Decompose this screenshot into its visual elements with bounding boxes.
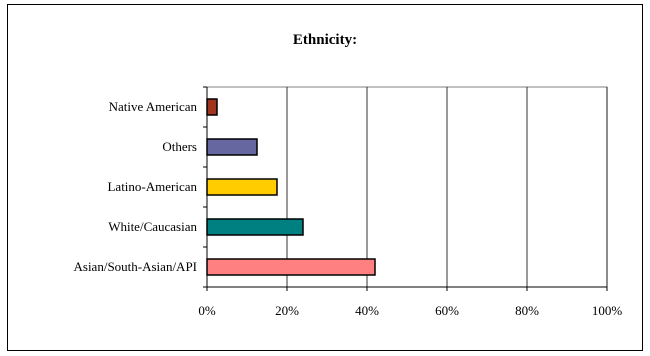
bars [206, 98, 376, 276]
category-label: White/Caucasian [108, 219, 197, 234]
chart-title: Ethnicity: [292, 32, 358, 48]
grid-lines [286, 87, 608, 287]
x-tick-label: 100% [592, 303, 623, 318]
x-axis [206, 286, 608, 291]
x-tick-label: 20% [275, 303, 299, 318]
bar-white-caucasian [206, 218, 304, 236]
category-label: Native American [109, 99, 198, 114]
bar-latino-american [206, 178, 278, 196]
x-tick-label: 0% [198, 303, 216, 318]
y-axis [203, 86, 208, 288]
x-tick-label: 80% [515, 303, 539, 318]
bar-others [206, 138, 258, 156]
category-labels: Native American Others Latino-American Whit… [74, 99, 198, 274]
bar-native-american [206, 98, 218, 116]
x-tick-label: 40% [355, 303, 379, 318]
category-label: Latino-American [107, 179, 197, 194]
x-tick-label: 60% [435, 303, 459, 318]
x-tick-labels: 0% 20% 40% 60% 80% 100% [198, 303, 622, 318]
bar-asian-south-asian-api [206, 258, 376, 276]
category-label: Asian/South-Asian/API [74, 259, 198, 274]
category-label: Others [162, 139, 197, 154]
